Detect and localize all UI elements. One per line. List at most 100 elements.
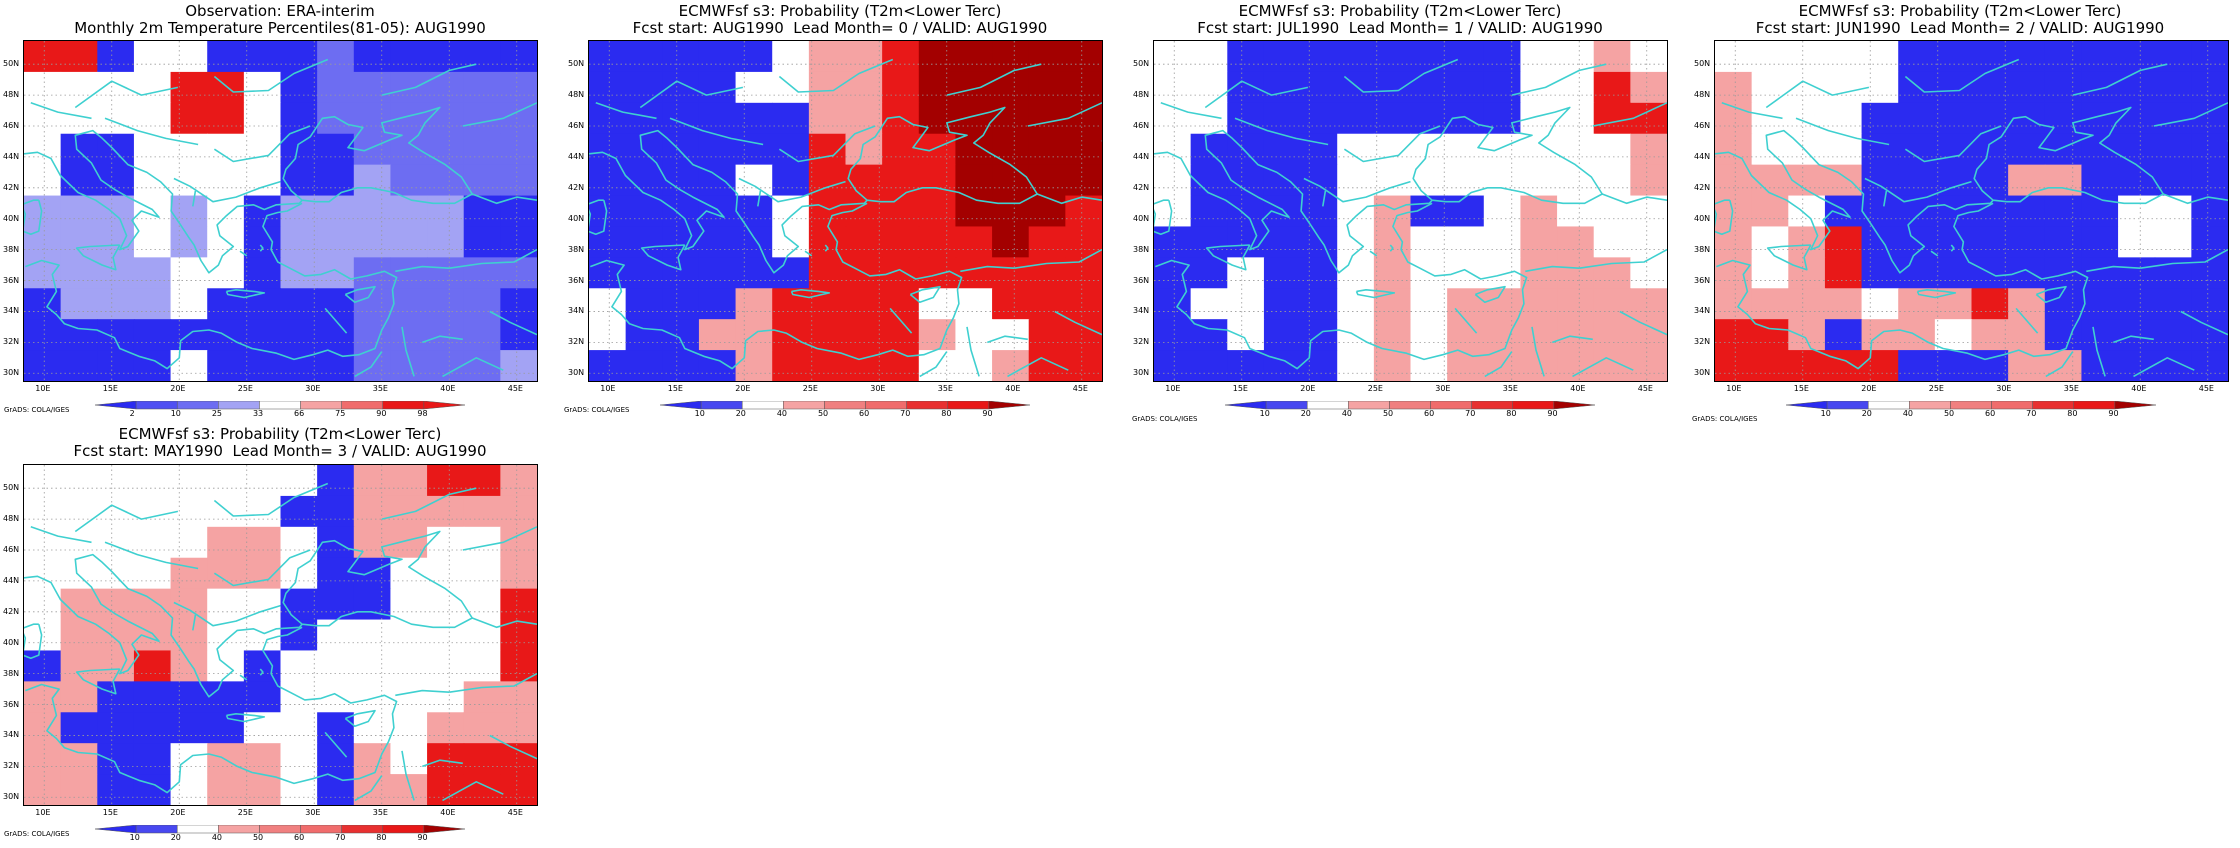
x-tick-label: 15E: [102, 384, 118, 393]
grid-cell: [2044, 257, 2083, 289]
grid-cell: [589, 164, 627, 197]
grid-cell: [390, 41, 428, 73]
y-tick-label: 40N: [1694, 213, 1711, 223]
coastline: [1474, 285, 1506, 304]
legend-swatch: [1347, 400, 1390, 410]
y-tick-label: 36N: [1133, 275, 1150, 285]
coastline: [919, 351, 948, 378]
grid-cell: [1861, 226, 1899, 258]
grid-cell: [2081, 164, 2119, 197]
grid-cell: [1154, 133, 1192, 166]
grid-cell: [1154, 350, 1192, 381]
grid-cell: [133, 319, 172, 351]
legend-swatch: [1908, 400, 1951, 410]
legend-swatch: [299, 824, 342, 834]
grid-cell: [24, 495, 62, 528]
legend-swatch: [340, 400, 383, 410]
y-tick-label: 36N: [3, 275, 20, 285]
coastline: [192, 190, 197, 207]
grid-cell: [133, 465, 172, 497]
grid-cell: [1715, 102, 1753, 135]
grid-cell: [390, 226, 428, 258]
color-legend: 10 20 40 50 60 70 80 90: [1785, 398, 2156, 424]
coastline: [395, 265, 450, 273]
legend-label: 60: [294, 833, 305, 842]
grid-cell: [918, 102, 957, 135]
legend-label: 70: [2026, 409, 2037, 418]
grid-cell: [1630, 350, 1667, 381]
grid-cell: [390, 495, 428, 528]
coastline: [1904, 125, 2002, 163]
grid-cell: [1520, 350, 1558, 381]
legend-swatch: [2073, 400, 2115, 410]
grid-cell: [2154, 350, 2192, 381]
coastline: [442, 780, 504, 802]
map-svg: [24, 465, 537, 805]
legend-swatch: [947, 400, 989, 410]
grid-cell: [772, 102, 810, 135]
grid-cell: [500, 588, 537, 621]
coastline: [960, 265, 1015, 273]
coastline: [1454, 307, 1478, 334]
grid-cell: [170, 226, 208, 258]
grid-cell: [1483, 102, 1522, 135]
grid-cell: [207, 164, 245, 197]
x-tick-label: 15E: [102, 808, 118, 817]
grid-cell: [1483, 71, 1522, 104]
x-tick-label: 25E: [1928, 384, 1944, 393]
grid-cell: [97, 164, 135, 197]
coastline: [259, 244, 264, 252]
legend-swatch: [299, 400, 342, 410]
grid-cell: [1824, 257, 1863, 289]
grid-cell: [2154, 164, 2192, 197]
grid-cell: [390, 133, 428, 166]
panel-title-line1: ECMWFsf s3: Probability (T2m<Lower Terc): [118, 425, 442, 443]
grid-cell: [1593, 195, 1631, 228]
grads-credit: GrADS: COLA/IGES: [1132, 415, 1198, 423]
grid-cell: [133, 619, 172, 652]
grid-cell: [2081, 350, 2119, 381]
grid-cell: [1028, 102, 1066, 135]
coastline: [1864, 177, 1972, 203]
grid-cell: [97, 319, 135, 351]
grid-cell: [1227, 102, 1265, 135]
grid-cell: [427, 650, 465, 682]
legend-swatch: [217, 824, 260, 834]
grid-cell: [500, 41, 537, 73]
grid-cell: [1971, 319, 2009, 351]
grid-cell: [427, 71, 465, 104]
grid-cell: [1154, 102, 1192, 135]
grid-cell: [60, 650, 98, 682]
grid-cell: [955, 195, 993, 228]
y-tick-label: 48N: [1133, 90, 1150, 100]
y-tick-label: 38N: [3, 244, 20, 254]
coastline: [24, 623, 43, 659]
grid-cell: [280, 71, 318, 104]
y-tick-label: 30N: [1133, 368, 1150, 378]
grid-cell: [772, 71, 810, 104]
grid-cell: [1447, 71, 1485, 104]
grid-cell: [207, 195, 245, 228]
y-tick-label: 30N: [3, 792, 20, 802]
grid-cell: [390, 681, 428, 713]
grid-cell: [808, 133, 847, 166]
grid-cell: [317, 495, 355, 528]
coastline: [1160, 102, 1222, 120]
grid-cell: [1263, 226, 1302, 258]
y-tick-label: 38N: [3, 668, 20, 678]
grid-cell: [1934, 195, 1973, 228]
grid-cell: [1263, 41, 1302, 73]
grid-cell: [463, 774, 501, 805]
grid-cell: [243, 319, 282, 351]
grid-cell: [317, 588, 355, 621]
x-tick-label: 20E: [170, 384, 186, 393]
grid-cell: [463, 133, 501, 166]
grid-cell: [2044, 226, 2083, 258]
coastline: [30, 102, 92, 120]
grid-cell: [243, 619, 282, 652]
grid-cell: [992, 257, 1030, 289]
grid-cell: [2008, 71, 2046, 104]
grid-cell: [2008, 350, 2046, 381]
grid-cell: [845, 41, 883, 73]
grid-cell: [170, 557, 208, 590]
